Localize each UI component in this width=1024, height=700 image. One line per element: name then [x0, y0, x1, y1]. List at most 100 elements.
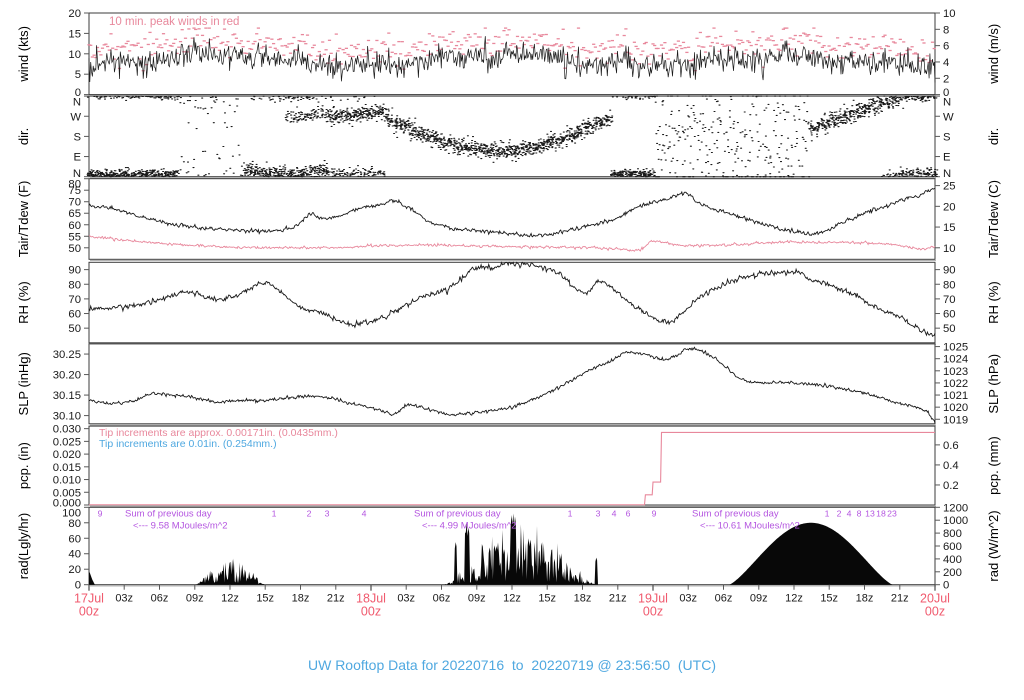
svg-text:12z: 12z — [503, 593, 521, 605]
svg-text:0.2: 0.2 — [943, 480, 959, 492]
svg-text:18: 18 — [876, 508, 886, 518]
svg-text:3: 3 — [325, 508, 330, 518]
svg-text:<--- 4.99 MJoules/m^2: <--- 4.99 MJoules/m^2 — [422, 520, 516, 531]
svg-text:400: 400 — [943, 554, 962, 566]
svg-text:21z: 21z — [609, 593, 627, 605]
svg-text:600: 600 — [943, 541, 962, 553]
svg-text:N: N — [73, 97, 81, 109]
svg-text:60: 60 — [943, 309, 956, 321]
svg-text:1019: 1019 — [943, 414, 968, 426]
svg-text:0.020: 0.020 — [53, 449, 81, 461]
svg-text:1022: 1022 — [943, 378, 968, 390]
svg-text:N: N — [943, 97, 951, 109]
svg-text:pcp. (mm): pcp. (mm) — [986, 436, 1001, 495]
svg-text:18Jul: 18Jul — [356, 592, 386, 606]
svg-text:0.005: 0.005 — [53, 487, 81, 499]
svg-text:1021: 1021 — [943, 390, 968, 402]
svg-text:65: 65 — [68, 208, 81, 220]
svg-text:20: 20 — [943, 201, 956, 213]
svg-text:03z: 03z — [115, 593, 133, 605]
svg-text:pcp. (in): pcp. (in) — [16, 442, 31, 489]
svg-text:18z: 18z — [574, 593, 592, 605]
svg-text:S: S — [73, 131, 81, 143]
svg-text:6: 6 — [626, 508, 631, 518]
svg-text:Tip increments are 0.01in. (0.: Tip increments are 0.01in. (0.254mm.) — [99, 438, 277, 450]
svg-text:100: 100 — [62, 507, 81, 519]
svg-text:15z: 15z — [820, 593, 838, 605]
svg-text:70: 70 — [68, 294, 81, 306]
svg-text:15: 15 — [943, 222, 956, 234]
svg-text:1: 1 — [272, 508, 277, 518]
svg-text:10: 10 — [68, 49, 81, 61]
svg-text:18z: 18z — [856, 593, 874, 605]
svg-text:12z: 12z — [221, 593, 239, 605]
svg-text:60: 60 — [68, 309, 81, 321]
svg-text:2: 2 — [943, 73, 949, 85]
svg-text:1020: 1020 — [943, 402, 968, 414]
svg-text:Tair/Tdew (C): Tair/Tdew (C) — [986, 180, 1001, 258]
svg-text:25: 25 — [943, 181, 956, 193]
svg-text:30.15: 30.15 — [53, 390, 81, 402]
svg-text:80: 80 — [68, 179, 81, 191]
svg-text:dir.: dir. — [986, 128, 1001, 145]
svg-text:wind (kts): wind (kts) — [16, 26, 31, 83]
svg-text:5: 5 — [75, 69, 81, 81]
svg-text:40: 40 — [68, 549, 81, 561]
svg-text:15z: 15z — [538, 593, 556, 605]
svg-text:0.010: 0.010 — [53, 475, 81, 487]
svg-text:9: 9 — [98, 508, 103, 518]
svg-text:00z: 00z — [643, 605, 663, 619]
svg-text:4: 4 — [943, 57, 949, 69]
svg-text:90: 90 — [68, 265, 81, 277]
svg-text:<--- 10.61 MJoules/m^2: <--- 10.61 MJoules/m^2 — [700, 520, 800, 531]
svg-text:E: E — [943, 152, 951, 164]
svg-text:1024: 1024 — [943, 354, 968, 366]
svg-text:0.025: 0.025 — [53, 436, 81, 448]
svg-text:20Jul: 20Jul — [920, 592, 950, 606]
svg-text:00z: 00z — [925, 605, 945, 619]
svg-text:10: 10 — [943, 8, 956, 20]
svg-text:03z: 03z — [397, 593, 415, 605]
svg-text:RH (%): RH (%) — [986, 281, 1001, 324]
svg-text:W: W — [943, 111, 954, 123]
svg-text:55: 55 — [68, 231, 81, 243]
svg-text:Sum of previous day: Sum of previous day — [414, 508, 501, 519]
svg-text:N: N — [943, 168, 951, 180]
svg-text:<--- 9.58 MJoules/m^2: <--- 9.58 MJoules/m^2 — [133, 520, 227, 531]
svg-text:20: 20 — [68, 8, 81, 20]
svg-text:60: 60 — [68, 220, 81, 232]
svg-text:50: 50 — [68, 243, 81, 255]
svg-text:8: 8 — [943, 24, 949, 36]
svg-text:SLP (hPa): SLP (hPa) — [986, 354, 1001, 414]
svg-text:80: 80 — [68, 518, 81, 530]
svg-text:80: 80 — [68, 279, 81, 291]
svg-text:0.015: 0.015 — [53, 462, 81, 474]
svg-text:6: 6 — [943, 41, 949, 53]
svg-text:10 min. peak winds in red: 10 min. peak winds in red — [109, 16, 239, 28]
svg-text:21z: 21z — [891, 593, 909, 605]
svg-text:800: 800 — [943, 528, 962, 540]
svg-text:06z: 06z — [433, 593, 451, 605]
svg-text:1025: 1025 — [943, 342, 968, 354]
svg-text:23: 23 — [887, 508, 897, 518]
svg-text:E: E — [73, 152, 81, 164]
svg-text:0.4: 0.4 — [943, 460, 959, 472]
svg-text:06z: 06z — [715, 593, 733, 605]
svg-text:W: W — [70, 111, 81, 123]
svg-text:30.10: 30.10 — [53, 411, 81, 423]
svg-text:3: 3 — [596, 508, 601, 518]
svg-text:60: 60 — [68, 533, 81, 545]
svg-text:0.6: 0.6 — [943, 440, 959, 452]
svg-text:15: 15 — [68, 28, 81, 40]
svg-text:SLP (inHg): SLP (inHg) — [16, 352, 31, 415]
svg-text:50: 50 — [68, 323, 81, 335]
svg-text:09z: 09z — [186, 593, 204, 605]
svg-text:30.25: 30.25 — [53, 349, 81, 361]
svg-text:1200: 1200 — [943, 502, 968, 514]
svg-text:10: 10 — [943, 243, 956, 255]
svg-text:17Jul: 17Jul — [74, 592, 104, 606]
svg-text:RH (%): RH (%) — [16, 281, 31, 324]
svg-text:18z: 18z — [292, 593, 310, 605]
svg-text:00z: 00z — [79, 605, 99, 619]
svg-text:20: 20 — [68, 564, 81, 576]
